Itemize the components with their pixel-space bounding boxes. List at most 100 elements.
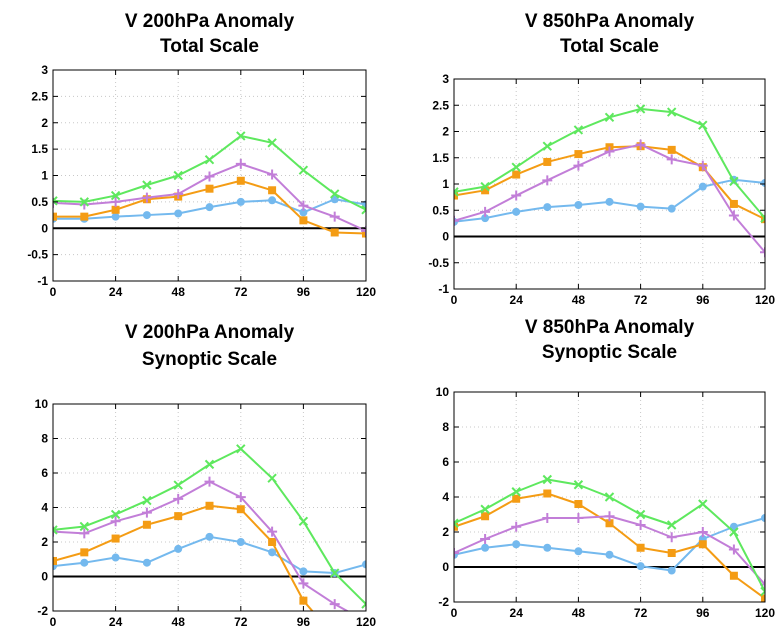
data-point [268,186,277,195]
data-point [330,228,339,237]
y-tick-label: 0.5 [432,203,449,217]
y-tick-label: 0 [442,230,449,244]
data-point [511,190,522,201]
data-point [667,549,676,557]
data-point [111,553,120,562]
y-tick-label: 0.5 [31,195,48,209]
chart-subtitle: Total Scale [160,36,259,57]
data-point [299,567,308,576]
data-point [298,200,309,211]
data-point [698,499,708,509]
y-tick-label: 4 [442,490,449,504]
y-tick-label: 3 [442,72,449,86]
y-tick-label: 4 [41,501,48,515]
x-tick-label: 120 [755,293,775,307]
x-tick-label: 24 [109,615,123,629]
axes: -1 -0.5 0 0.5 1 1.5 2 2.5 3 0 24 48 72 96 120 [27,63,376,299]
data-point [760,586,765,597]
data-point [142,211,151,220]
x-tick-label: 48 [572,293,586,307]
data-point [111,212,120,221]
data-point [111,205,120,214]
axes: -1 -0.5 0 0.5 1 1.5 2 2.5 3 0 24 48 72 96 120 [428,72,775,307]
chart-panel-2: V 850hPa Anomaly Total Scale -1 -0.5 0 0.5 1 1.… [428,11,775,307]
y-tick-label: 10 [35,397,49,411]
x-tick-label: 48 [172,285,186,299]
data-point [235,158,246,169]
data-point [480,534,491,544]
y-tick-label: 2.5 [432,98,449,112]
data-point [53,212,57,221]
chart-subtitle: Synoptic Scale [542,342,677,363]
series-green [454,474,765,597]
data-point [729,527,739,537]
data-point [573,513,584,523]
data-point [205,184,214,193]
data-point [542,474,553,485]
data-point [53,526,58,537]
data-point [361,205,366,215]
y-tick-label: 2 [442,125,449,139]
data-point [361,225,366,236]
data-point [728,544,739,555]
data-point [574,150,583,159]
y-tick-label: 1.5 [31,142,48,156]
data-point [236,131,246,141]
data-point [666,520,677,530]
series-purple [53,158,366,236]
x-tick-label: 96 [297,615,311,629]
x-tick-label: 0 [451,606,458,620]
y-tick-label: 6 [41,466,48,480]
y-tick-label: 0 [41,221,48,235]
y-tick-label: 1.5 [432,151,449,165]
data-point [236,444,246,454]
y-tick-label: 0 [442,560,449,574]
data-point [267,169,278,180]
data-point [605,550,614,559]
data-point [667,204,676,213]
data-point [53,196,58,206]
data-point [142,495,152,506]
data-point [604,146,615,157]
data-point [80,548,89,557]
data-point [79,197,90,207]
data-point [636,562,645,571]
data-point [667,566,676,575]
x-tick-label: 72 [234,285,248,299]
series-green [53,131,366,215]
series-group [454,474,765,602]
y-tick-label: 0 [41,570,48,584]
data-point [142,520,151,529]
data-point [454,518,459,528]
data-point [543,489,552,498]
data-point [604,492,615,502]
data-point [511,521,522,532]
data-point [362,229,366,238]
data-point [542,175,553,186]
data-point [697,160,708,171]
data-point [574,500,583,508]
data-point [204,171,215,182]
y-tick-label: 1 [442,177,449,191]
data-point [761,594,765,602]
data-point [605,519,614,528]
series-orange [454,489,765,602]
chart-subtitle: Total Scale [560,36,659,57]
series-group [53,444,366,611]
data-point [204,154,215,165]
data-point [605,197,614,206]
y-tick-label: -0.5 [428,256,449,270]
data-point [204,459,215,470]
data-point [142,180,152,190]
data-point [635,139,646,150]
data-point [79,521,90,532]
chart-title: V 850hPa Anomaly [525,317,695,338]
data-point [80,558,89,567]
data-point [298,578,309,589]
y-tick-label: -2 [37,604,48,618]
data-point [361,599,366,609]
y-tick-label: -2 [438,595,449,609]
data-point [573,125,584,135]
y-tick-label: 2.5 [31,89,48,103]
